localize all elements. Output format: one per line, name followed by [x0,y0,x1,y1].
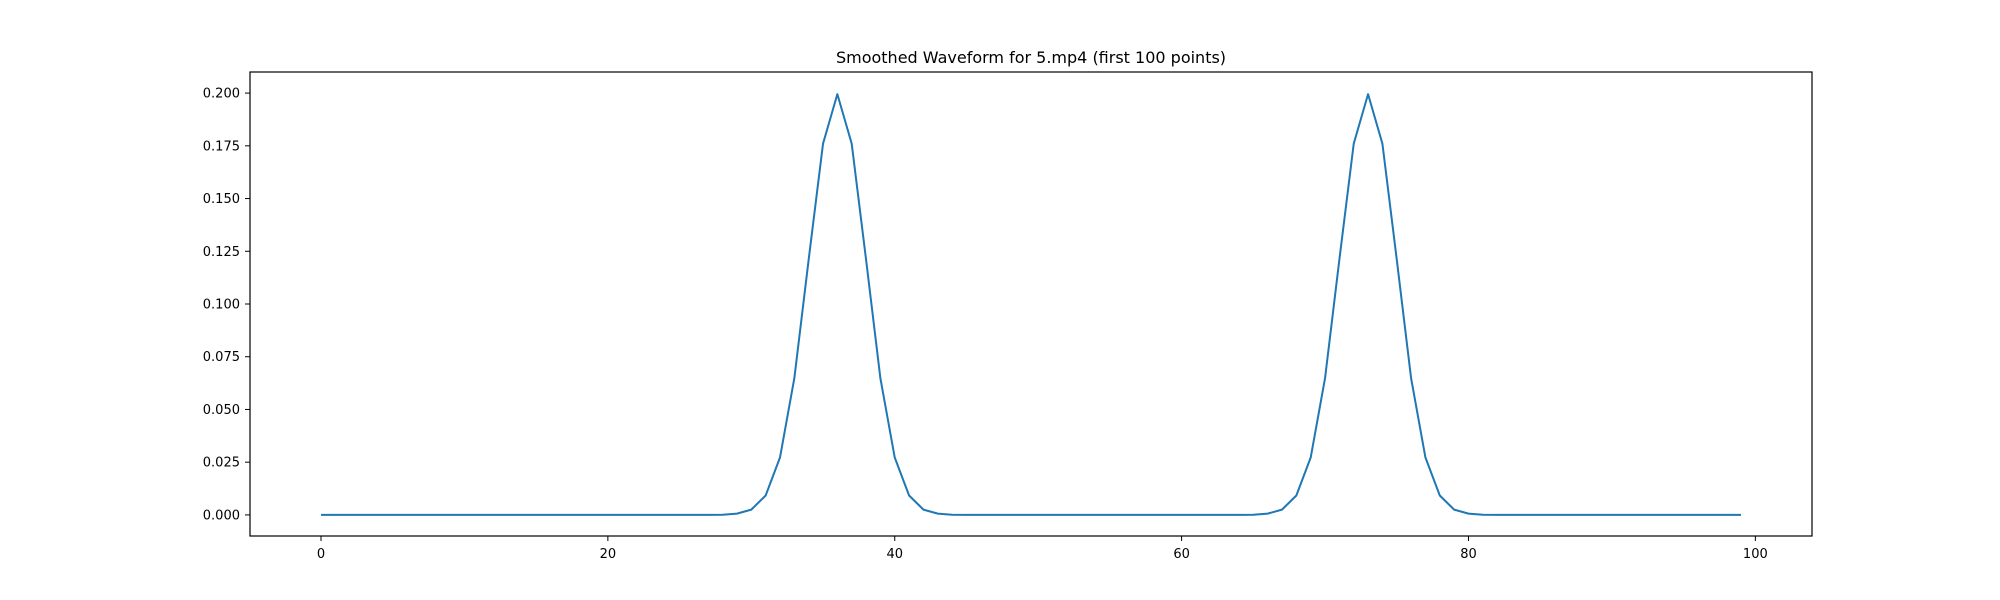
x-tick-label: 100 [1743,547,1768,562]
y-tick-label: 0.050 [203,403,240,418]
y-tick-label: 0.025 [203,456,240,471]
waveform-series-line [321,93,1741,516]
x-tick-label: 60 [1173,547,1190,562]
y-tick-label: 0.100 [203,298,240,313]
y-tick-label: 0.175 [203,139,240,154]
x-tick-label: 80 [1460,547,1477,562]
y-tick-label: 0.125 [203,245,240,260]
y-tick-label: 0.075 [203,350,240,365]
y-axis-ticks: 0.000 0.025 0.050 0.075 0.100 0.125 0.150 0.175… [203,87,250,523]
x-tick-label: 40 [886,547,903,562]
y-tick-label: 0.200 [203,87,240,102]
y-tick-label: 0.000 [203,508,240,523]
chart-title: Smoothed Waveform for 5.mp4 (first 100 p… [836,48,1226,67]
y-tick-label: 0.150 [203,192,240,207]
x-tick-label: 0 [317,547,325,562]
x-axis-ticks: 0 20 40 60 80 100 [317,536,1768,562]
plot-area-frame [249,71,1813,537]
x-tick-label: 20 [600,547,617,562]
